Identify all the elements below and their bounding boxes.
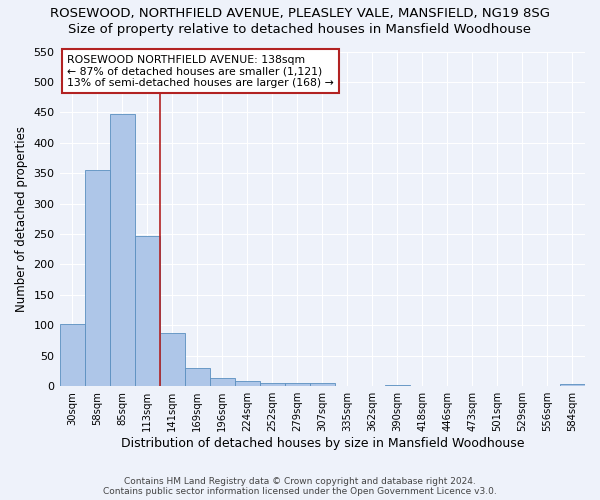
Bar: [209, 378, 235, 386]
Text: Size of property relative to detached houses in Mansfield Woodhouse: Size of property relative to detached ho…: [68, 22, 532, 36]
Y-axis label: Number of detached properties: Number of detached properties: [15, 126, 28, 312]
Bar: [85, 170, 110, 386]
X-axis label: Distribution of detached houses by size in Mansfield Woodhouse: Distribution of detached houses by size …: [121, 437, 524, 450]
Bar: [260, 383, 285, 386]
Bar: [160, 332, 185, 386]
Text: ROSEWOOD NORTHFIELD AVENUE: 138sqm
← 87% of detached houses are smaller (1,121)
: ROSEWOOD NORTHFIELD AVENUE: 138sqm ← 87%…: [67, 54, 334, 88]
Bar: [560, 384, 585, 386]
Bar: [110, 114, 134, 386]
Bar: [385, 385, 410, 386]
Bar: [285, 383, 310, 386]
Text: ROSEWOOD, NORTHFIELD AVENUE, PLEASLEY VALE, MANSFIELD, NG19 8SG: ROSEWOOD, NORTHFIELD AVENUE, PLEASLEY VA…: [50, 8, 550, 20]
Bar: [310, 383, 335, 386]
Bar: [59, 324, 85, 386]
Bar: [235, 382, 260, 386]
Bar: [185, 368, 209, 386]
Text: Contains HM Land Registry data © Crown copyright and database right 2024.
Contai: Contains HM Land Registry data © Crown c…: [103, 476, 497, 496]
Bar: [134, 236, 160, 386]
